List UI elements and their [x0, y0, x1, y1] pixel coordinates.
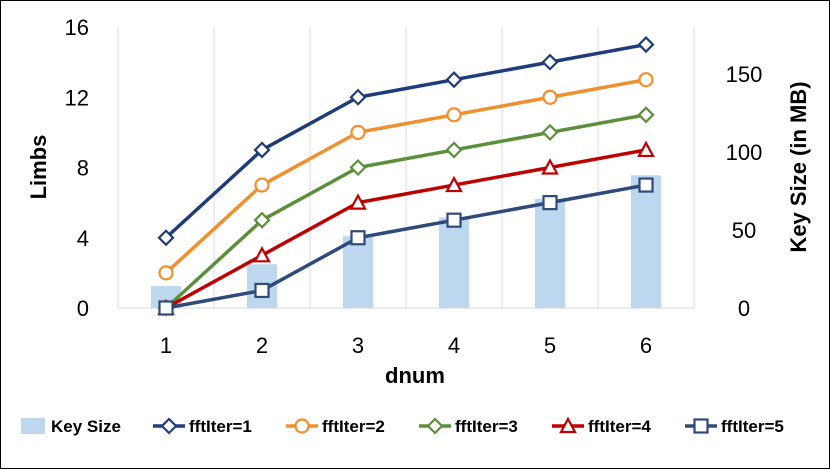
legend-label: fftIter=3: [455, 417, 518, 436]
marker-diamond: [160, 417, 178, 435]
series-group: [157, 106, 655, 317]
legend-label: fftIter=2: [322, 417, 385, 436]
marker-triangle: [541, 158, 559, 175]
x-tick-label: 3: [352, 333, 364, 358]
marker-circle: [350, 124, 366, 140]
marker-diamond: [253, 211, 271, 229]
marker-diamond: [541, 123, 559, 141]
marker-square: [254, 282, 270, 299]
marker-diamond: [637, 106, 655, 124]
marker-circle: [158, 265, 174, 281]
marker-triangle: [349, 193, 367, 210]
x-tick-label: 6: [640, 333, 652, 358]
x-axis-title: dnum: [385, 363, 445, 388]
marker-diamond: [349, 158, 367, 177]
marker-diamond: [157, 229, 175, 247]
bar-key-size: [343, 236, 373, 308]
marker-diamond: [445, 141, 463, 159]
marker-circle: [542, 89, 558, 105]
series-group: [157, 36, 655, 247]
marker-square: [350, 230, 366, 246]
legend-label: Key Size: [51, 417, 121, 436]
y-left-tick-label: 8: [77, 156, 89, 181]
marker-triangle: [445, 175, 463, 193]
marker-triangle: [637, 140, 655, 158]
y-axis-left-title: Limbs: [26, 135, 51, 200]
y-axis-right-title: Key Size (in MB): [786, 81, 811, 252]
marker-diamond: [426, 417, 444, 435]
x-tick-label: 5: [544, 333, 556, 358]
series-line: [165, 183, 647, 310]
series-group: [158, 177, 654, 316]
series-group: [158, 72, 654, 281]
marker-square: [158, 300, 174, 316]
legend-label: fftIter=1: [189, 417, 252, 436]
marker-diamond: [445, 71, 463, 89]
legend-label: fftIter=4: [588, 417, 651, 436]
y-right-tick-label: 50: [732, 218, 756, 243]
marker-diamond: [253, 141, 271, 159]
x-tick-label: 2: [256, 333, 268, 358]
y-left-tick-label: 12: [65, 85, 89, 110]
legend-swatch-key-size: [21, 418, 45, 434]
marker-triangle: [559, 416, 577, 434]
bar-key-size: [439, 217, 469, 308]
marker-square: [638, 177, 654, 193]
y-left-tick-label: 4: [77, 226, 89, 251]
series-line: [165, 148, 647, 310]
series-line: [164, 113, 647, 310]
series-line: [164, 77, 647, 275]
marker-square: [446, 212, 462, 228]
y-left-tick-label: 0: [77, 296, 89, 321]
x-tick-label: 1: [160, 333, 172, 358]
marker-diamond: [541, 53, 559, 71]
marker-circle: [254, 177, 270, 193]
bar-key-size: [631, 175, 661, 308]
marker-square: [542, 195, 558, 211]
marker-triangle: [253, 245, 271, 263]
marker-diamond: [637, 36, 655, 54]
legend: Key Size fftIter=1 fftIter=2 fftIter=3 fftIt…: [21, 416, 784, 436]
legend-label: fftIter=5: [721, 417, 784, 436]
series-lines: [157, 36, 655, 317]
marker-circle: [446, 107, 462, 123]
marker-square: [693, 418, 709, 434]
y-right-tick-label: 100: [726, 140, 763, 165]
series-line: [164, 42, 647, 240]
grid: [117, 27, 695, 309]
marker-circle: [294, 418, 310, 434]
marker-circle: [638, 72, 654, 88]
bar-key-size: [535, 198, 565, 308]
y-right-tick-label: 0: [738, 296, 750, 321]
x-tick-label: 4: [448, 333, 460, 358]
y-left-tick-label: 16: [65, 15, 89, 40]
marker-diamond: [349, 88, 367, 106]
y-right-tick-label: 150: [726, 62, 763, 87]
